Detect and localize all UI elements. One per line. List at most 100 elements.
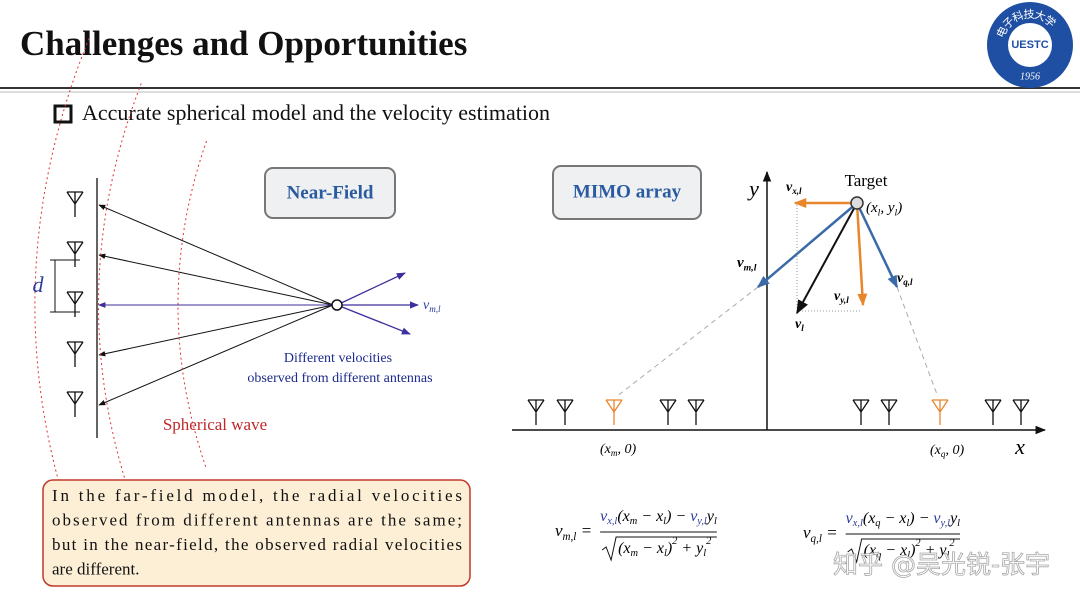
- ray: [98, 204, 334, 306]
- vy-label: vy,l: [834, 289, 849, 305]
- math-part: x,l: [791, 186, 802, 196]
- math-part: v: [786, 180, 793, 195]
- formula-den: (xm − xl)2 + yl2: [618, 536, 711, 559]
- math-part: ): [666, 540, 672, 557]
- math-part: v: [600, 508, 608, 525]
- math-part: y: [948, 510, 958, 527]
- axis-label: y: [747, 176, 759, 201]
- vq-arrow: [855, 202, 899, 289]
- math-part: , 0): [945, 443, 964, 458]
- math-part: l: [664, 548, 667, 559]
- spacing-label: d: [33, 272, 45, 297]
- math-part: (x: [617, 508, 629, 525]
- spacing-bracket: [50, 259, 80, 313]
- velocity-label: vm,l: [423, 298, 441, 314]
- note-line: but in the near-field, the observed radi…: [52, 535, 462, 554]
- math-part: − x: [881, 542, 907, 559]
- math-part: (x: [600, 442, 612, 457]
- target-label: Target: [845, 171, 888, 190]
- math-part: y,l: [839, 295, 849, 305]
- target: [850, 196, 864, 210]
- antenna: [984, 399, 1002, 425]
- math-part: 2: [706, 536, 711, 547]
- velocity-arrow: [336, 272, 406, 306]
- vq-label: vq,l: [897, 271, 913, 287]
- math-part: l: [957, 518, 960, 529]
- ray: [98, 304, 334, 357]
- math-part: m,l: [563, 531, 577, 543]
- formula-lhs: vq,l =: [803, 523, 838, 545]
- math-part: v: [803, 523, 811, 542]
- math-part: (x: [864, 542, 876, 559]
- math-part: l: [663, 516, 666, 527]
- velocity-arrow: [336, 304, 411, 335]
- math-part: y,l: [696, 516, 707, 527]
- ray: [98, 253, 334, 306]
- math-part: l: [714, 516, 717, 527]
- antenna: [66, 241, 84, 267]
- antenna: [880, 399, 898, 425]
- antenna: [66, 191, 84, 217]
- math-part: l: [703, 548, 706, 559]
- math-part: x,l: [852, 518, 863, 529]
- formula-num: vx,l(xq − xl) − vy,lyl: [846, 510, 961, 530]
- label-box: [552, 165, 702, 220]
- antenna: [687, 399, 705, 425]
- antenna: [556, 399, 574, 425]
- math-part: v: [897, 271, 904, 286]
- antenna: [605, 399, 623, 425]
- coord-label: (xq, 0): [930, 443, 964, 459]
- math-part: , 0): [617, 442, 636, 457]
- coord-label: (xm, 0): [600, 442, 636, 458]
- math-part: m,l: [429, 304, 441, 314]
- label-text: MIMO array: [573, 181, 682, 202]
- logo-inner: [1008, 23, 1052, 67]
- math-part: 2: [915, 538, 920, 549]
- math-part: (x: [618, 540, 630, 557]
- watermark: 知乎 @吴光锐-张宇: [833, 550, 1050, 579]
- antenna: [66, 391, 84, 417]
- antenna: [659, 399, 677, 425]
- note-line: are different.: [52, 559, 139, 578]
- target-pos: (xl, yl): [866, 200, 902, 218]
- source: [331, 299, 343, 311]
- math-part: ): [896, 200, 902, 216]
- math-part: v: [555, 521, 563, 540]
- math-part: =: [576, 521, 592, 540]
- math-part: v: [933, 510, 941, 527]
- formula-num: vx,l(xm − xl) − vy,lyl: [600, 508, 717, 528]
- math-part: l: [801, 323, 804, 333]
- vm-label: vm,l: [737, 255, 757, 273]
- logo-name: UESTC: [1011, 39, 1048, 51]
- sqrt: [847, 538, 961, 564]
- math-part: ) −: [665, 508, 690, 525]
- math-part: q: [876, 550, 881, 561]
- math-part: (x: [866, 200, 878, 216]
- math-part: v: [690, 508, 698, 525]
- nf-note: observed from different antennas: [247, 371, 432, 386]
- math-part: v: [795, 317, 802, 332]
- math-part: , y: [880, 200, 895, 216]
- math-part: 2: [949, 538, 954, 549]
- v-arrow: [796, 202, 858, 315]
- antenna: [852, 399, 870, 425]
- math-part: q: [941, 449, 946, 459]
- antenna: [527, 399, 545, 425]
- wavefront: [177, 140, 207, 470]
- antenna: [66, 341, 84, 367]
- guide: [615, 286, 759, 398]
- formula-lhs: vm,l =: [555, 521, 592, 543]
- v-label: vl: [795, 317, 804, 333]
- antenna: [931, 399, 949, 425]
- math-part: q,l: [811, 533, 822, 545]
- antenna: [1012, 399, 1030, 425]
- math-part: ) −: [908, 510, 933, 527]
- nf-note: Different velocities: [284, 351, 392, 366]
- math-part: + y: [677, 540, 704, 557]
- math-part: (x: [930, 443, 942, 458]
- wave-label: Spherical wave: [163, 415, 267, 434]
- sqrt: [601, 536, 717, 562]
- bullet-box: [53, 104, 73, 124]
